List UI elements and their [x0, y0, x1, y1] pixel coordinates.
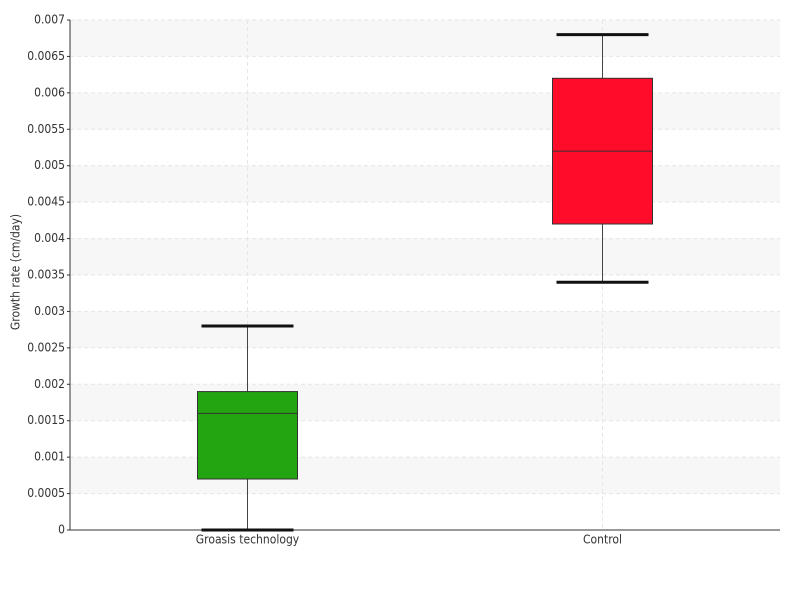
box: [197, 391, 298, 480]
y-tick-label: 0.0045: [27, 195, 65, 209]
y-tick-label: 0.007: [34, 13, 65, 27]
grid-band: [70, 311, 780, 348]
grid-band: [70, 457, 780, 494]
grid-band: [70, 238, 780, 275]
y-tick-label: 0.0065: [27, 49, 65, 63]
x-tick-label: Control: [583, 533, 622, 547]
y-tick-label: 0.0015: [27, 413, 65, 427]
y-tick-label: 0.006: [34, 85, 65, 99]
grid-band: [70, 92, 780, 130]
y-tick-label: 0.003: [34, 304, 65, 318]
x-tick-label: Groasis technology: [196, 533, 300, 547]
grid-band: [70, 165, 780, 203]
y-tick-label: 0.0035: [27, 268, 65, 282]
y-tick-label: 0.0055: [27, 122, 65, 136]
y-tick-label: 0.0025: [27, 340, 65, 354]
grid-band: [70, 384, 780, 421]
grid-band: [70, 20, 780, 57]
y-axis-label: Growth rate (cm/day): [9, 214, 23, 330]
y-tick-label: 0.004: [34, 231, 65, 245]
y-tick-label: 0.001: [34, 450, 65, 464]
y-tick-label: 0.002: [34, 377, 65, 391]
y-tick-label: 0: [58, 523, 65, 537]
y-tick-label: 0.005: [34, 158, 65, 172]
y-tick-label: 0.0005: [27, 486, 65, 500]
